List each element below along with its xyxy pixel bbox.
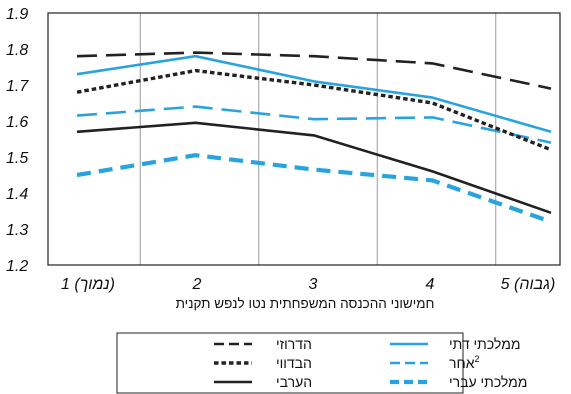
y-tick-label: 1.4 [6, 186, 28, 203]
legend-label: ממלכתי דתי [449, 336, 520, 352]
x-axis-ticks: 1 (נמוך) 2 3 4 5 (גבוה) [61, 276, 555, 293]
x-tick-label: 5 (גבוה) [501, 276, 556, 293]
series-line [76, 121, 552, 215]
legend-label-text: אחר [449, 355, 475, 371]
y-tick-label: 1.8 [6, 42, 28, 59]
legend: ממלכתי דתי 2אחר ממלכתי עברי הדרוזי הבדווי הער… [116, 332, 527, 394]
x-axis-title: חמישוני ההכנסה המשפחתית נטו לנפש תקנית [176, 296, 435, 311]
series-line [76, 153, 552, 224]
legend-box [116, 332, 464, 394]
legend-label-superscript: 2 [474, 354, 479, 364]
series-lines [76, 51, 552, 224]
y-tick-label: 1.7 [6, 78, 29, 95]
vertical-gridlines [139, 13, 497, 265]
legend-label: הערבי [276, 374, 312, 390]
y-tick-label: 1.6 [6, 114, 28, 131]
y-tick-label: 1.5 [6, 150, 28, 167]
legend-label: הדרוזי [276, 336, 312, 352]
x-tick-label: 1 (נמוך) [61, 276, 115, 293]
legend-label: ממלכתי עברי [449, 374, 527, 390]
series-line [76, 54, 552, 134]
legend-label: 2אחר [449, 354, 480, 371]
x-tick-label: 3 [309, 276, 318, 293]
legend-label: הבדווי [276, 355, 312, 371]
series-line [76, 105, 552, 144]
legend-items: ממלכתי דתי 2אחר ממלכתי עברי הדרוזי הבדווי הער… [214, 336, 527, 390]
y-tick-label: 1.3 [6, 222, 28, 239]
y-axis-ticks: 1.9 1.8 1.7 1.6 1.5 1.4 1.3 1.2 [6, 6, 29, 275]
series-line [76, 51, 552, 90]
plot-area-frame [47, 12, 561, 266]
x-tick-label: 4 [426, 276, 435, 293]
y-tick-label: 1.9 [6, 6, 28, 23]
y-tick-label: 1.2 [6, 258, 28, 275]
x-tick-label: 2 [192, 276, 202, 293]
